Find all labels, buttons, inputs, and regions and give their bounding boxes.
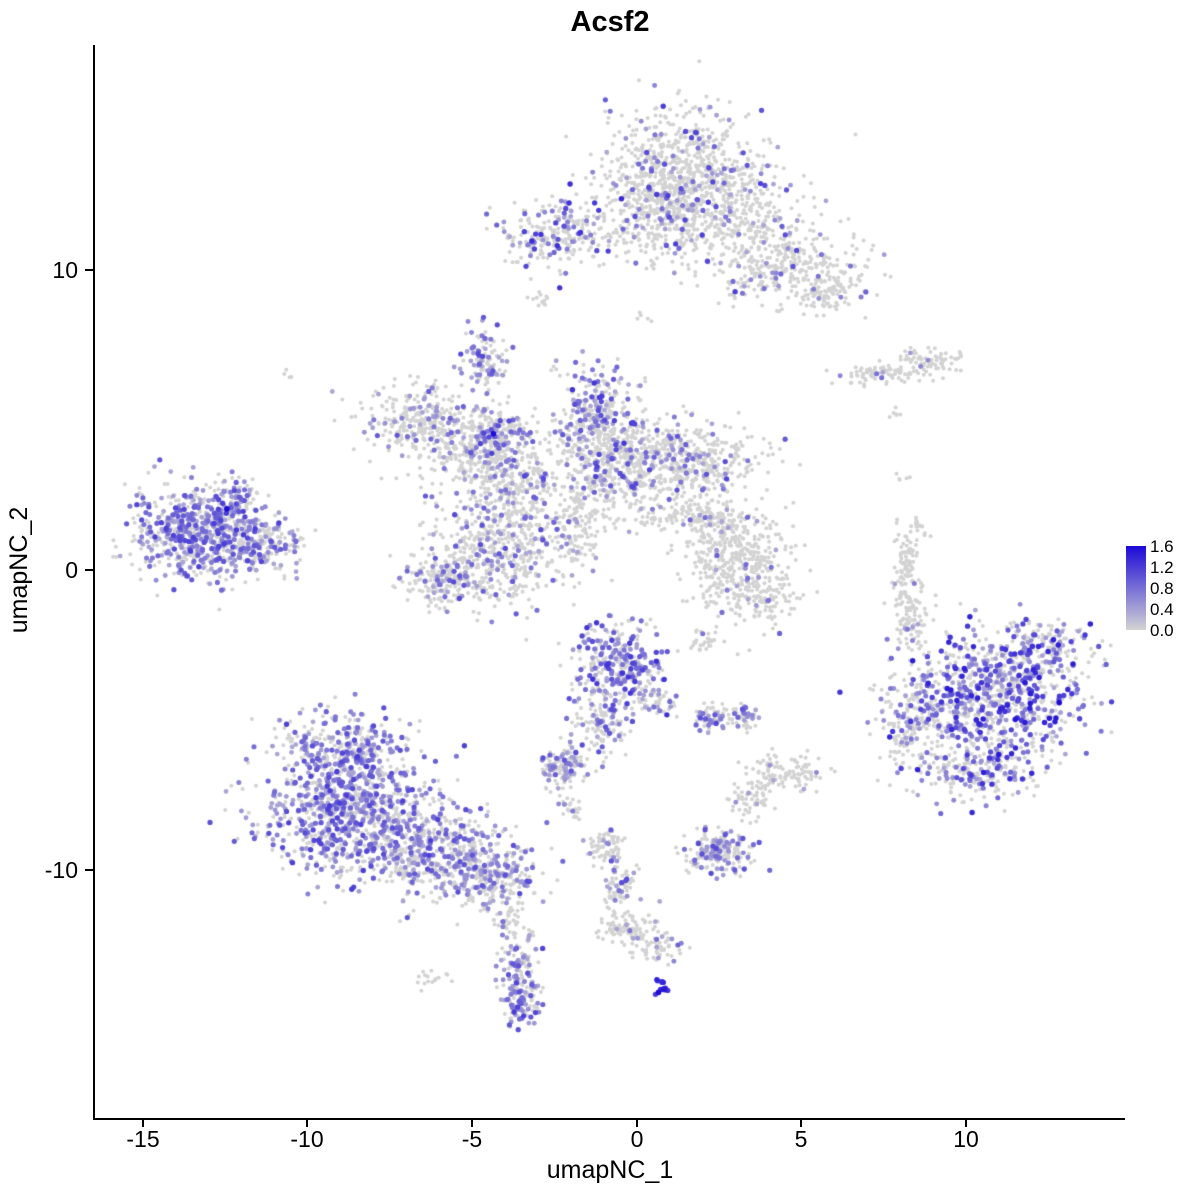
- legend-label: 0.8: [1150, 579, 1174, 598]
- y-tick-mark: [85, 869, 94, 871]
- x-tick-label: -5: [461, 1126, 483, 1152]
- legend-label: 0.4: [1150, 600, 1174, 619]
- legend-label: 1.6: [1150, 537, 1174, 556]
- legend-label: 0.0: [1150, 621, 1174, 640]
- x-tick-mark: [471, 1119, 473, 1127]
- y-axis-title: umapNC_2: [5, 506, 33, 634]
- y-tick-mark: [85, 269, 94, 271]
- legend-label: 1.2: [1150, 558, 1174, 577]
- x-tick-mark: [636, 1119, 638, 1127]
- x-tick-label: -15: [126, 1126, 160, 1152]
- y-tick-label: -10: [44, 857, 78, 883]
- x-axis-title: umapNC_1: [546, 1156, 674, 1184]
- x-tick-label: 5: [794, 1126, 808, 1152]
- x-tick-mark: [306, 1119, 308, 1127]
- x-tick-mark: [965, 1119, 967, 1127]
- y-tick-label: 10: [52, 257, 78, 283]
- x-axis-line: [93, 1118, 1125, 1120]
- y-tick-label: 0: [65, 557, 78, 583]
- x-tick-label: -10: [290, 1126, 324, 1152]
- x-tick-label: 10: [953, 1126, 979, 1152]
- legend-colorbar: [1126, 546, 1146, 630]
- y-axis-line: [93, 45, 95, 1120]
- x-tick-label: 0: [630, 1126, 644, 1152]
- x-tick-mark: [800, 1119, 802, 1127]
- x-tick-mark: [142, 1119, 144, 1127]
- plot-title: Acsf2: [570, 6, 650, 38]
- y-tick-mark: [85, 569, 94, 571]
